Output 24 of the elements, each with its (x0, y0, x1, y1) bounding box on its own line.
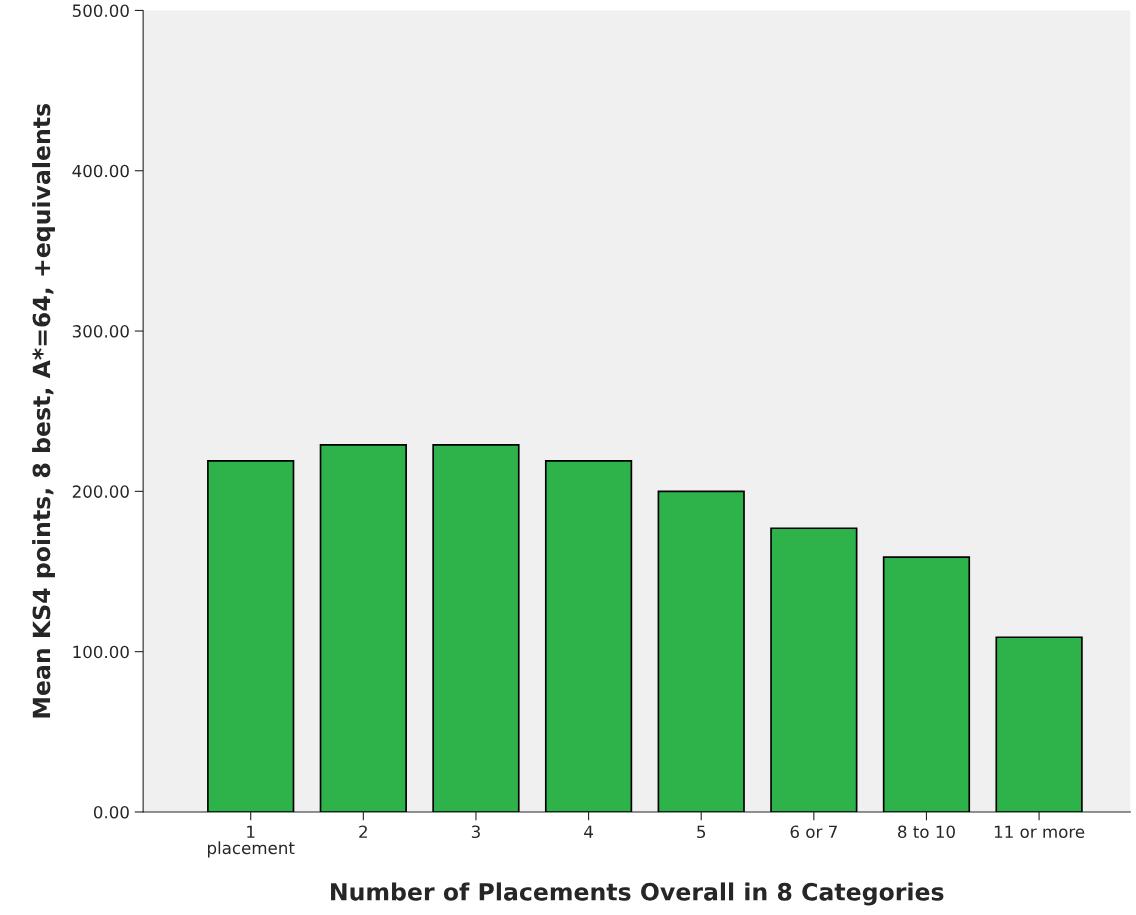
y-tick-label: 400.00 (72, 164, 129, 178)
y-tick-label: 500.00 (72, 4, 129, 17)
x-tick-label: 8 to 10 (898, 825, 955, 839)
x-tick-label: 4 (584, 825, 593, 838)
x-tick-label: 6 or 7 (790, 825, 837, 839)
x-tick-label: 3 (471, 825, 480, 839)
y-axis-title: Mean KS4 points, 8 best, A*=64, +equivalents (32, 103, 55, 718)
bar (207, 460, 295, 812)
bar (432, 444, 520, 812)
bar (770, 527, 858, 812)
bar (657, 490, 745, 812)
bar (995, 636, 1083, 812)
x-tick-label: 1 placement (207, 825, 295, 858)
bar (544, 460, 633, 812)
y-tick-label: 100.00 (73, 645, 129, 659)
bar (882, 556, 971, 812)
bar (319, 444, 407, 812)
y-tick-label: 0.00 (93, 805, 129, 819)
y-tick-label: 300.00 (72, 325, 129, 338)
x-axis-title: Number of Placements Overall in 8 Categories (331, 882, 944, 906)
y-tick-label: 200.00 (72, 485, 129, 498)
x-tick-label: 11 or more (994, 825, 1085, 839)
x-tick-label: 5 (697, 825, 706, 839)
x-tick-label: 2 (359, 825, 367, 838)
